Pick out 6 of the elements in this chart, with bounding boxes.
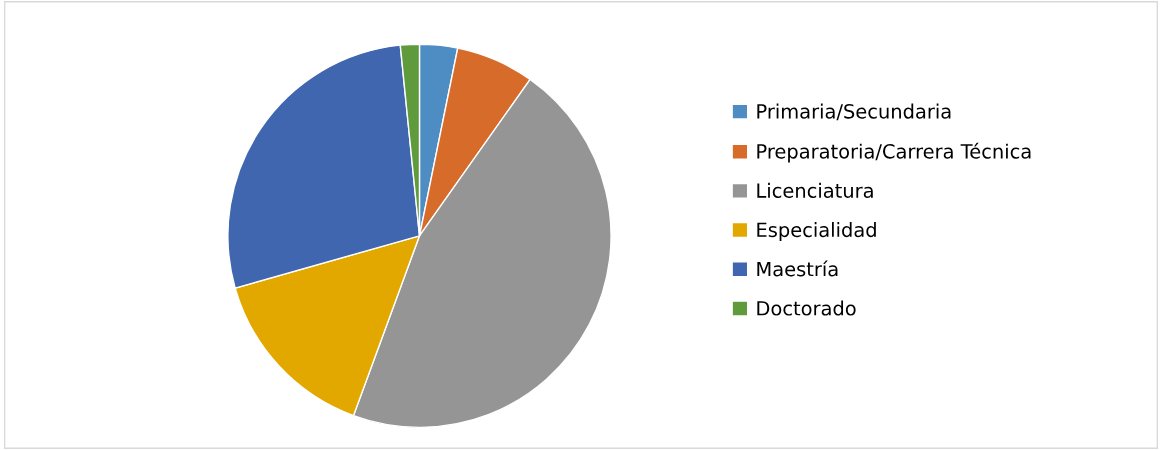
legend-label: Primaria/Secundaria bbox=[757, 103, 951, 121]
legend-label: Doctorado bbox=[757, 300, 856, 316]
legend-label: Maestría bbox=[757, 260, 838, 277]
legend-label: Preparatoria/Carrera Técnica bbox=[757, 142, 1031, 163]
legend-label: Licenciatura bbox=[757, 182, 873, 198]
legend-label: Especialidad bbox=[757, 222, 876, 241]
